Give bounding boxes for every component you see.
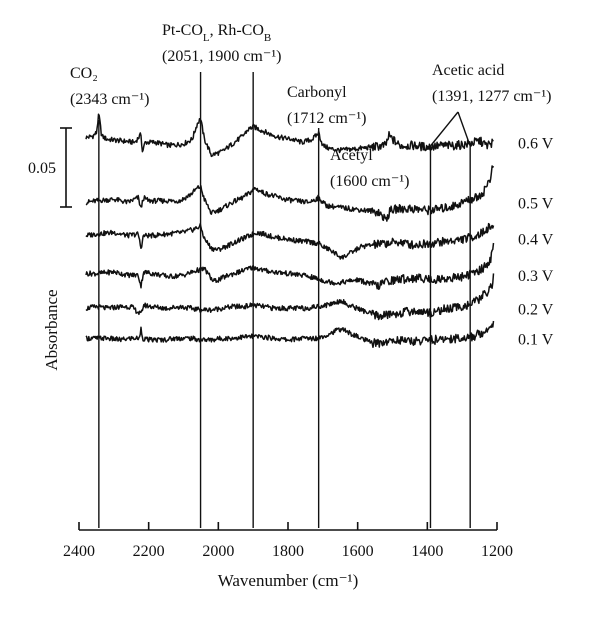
peak-annotations: CO₂ (2343 cm⁻¹) Pt-COL, Rh-COB (2051, 1900 … [70,22,551,190]
series-label: 0.6 V [518,135,554,152]
annotation-text: (2051, 1900 cm⁻¹) [162,48,281,65]
annotation-pt-rh-co: Pt-COL, Rh-COB (2051, 1900 cm⁻¹) [162,22,281,65]
x-tick-label: 2200 [133,543,165,560]
annotation-text: CO₂ [70,65,98,82]
scale-bar-label: 0.05 [28,160,56,177]
x-ticks: 2400 2200 2000 1800 1600 1400 1200 [63,522,513,560]
annotation-acetic-acid: Acetic acid (1391, 1277 cm⁻¹) [429,62,551,147]
spectrum-line [85,273,495,321]
annotation-acetyl: Acetyl (1600 cm⁻¹) [330,147,409,190]
x-tick-label: 1600 [342,543,374,560]
x-tick-label: 1400 [411,543,443,560]
spectrum-line [85,222,495,260]
series-label: 0.5 V [518,195,554,212]
annotation-text: Pt-COL, Rh-COB [162,22,271,44]
annotation-text: Carbonyl [287,84,347,101]
x-axis-label: Wavenumber (cm⁻¹) [218,571,359,590]
annotation-text: (2343 cm⁻¹) [70,91,149,108]
y-axis-label: Absorbance [42,289,61,370]
annotation-connector [457,111,471,147]
annotation-co2: CO₂ (2343 cm⁻¹) [70,65,149,108]
spectrum-line [85,320,495,349]
series-label: 0.3 V [518,268,554,285]
series-label: 0.1 V [518,331,554,348]
annotation-text: (1712 cm⁻¹) [287,110,366,127]
annotation-text: (1391, 1277 cm⁻¹) [432,88,551,105]
annotation-text: Acetic acid [432,62,504,79]
series-label: 0.2 V [518,301,554,318]
annotation-text: (1600 cm⁻¹) [330,173,409,190]
series-label: 0.4 V [518,232,554,249]
annotation-carbonyl: Carbonyl (1712 cm⁻¹) [287,84,366,127]
spectra-series [85,113,495,349]
reference-lines [98,72,471,528]
x-axis: 2400 2200 2000 1800 1600 1400 1200 [63,522,513,560]
x-tick-label: 2000 [202,543,234,560]
annotation-text: Acetyl [330,147,373,164]
x-tick-label: 2400 [63,543,95,560]
spectrum-line [85,242,495,290]
spectrum-line [85,113,494,158]
absorbance-scale-bar: 0.05 [28,127,72,208]
voltage-labels: 0.6 V 0.5 V 0.4 V 0.3 V 0.2 V 0.1 V [518,135,554,348]
annotation-connector [429,111,459,147]
x-tick-label: 1200 [481,543,513,560]
spectrum-line [85,165,495,222]
x-tick-label: 1800 [272,543,304,560]
